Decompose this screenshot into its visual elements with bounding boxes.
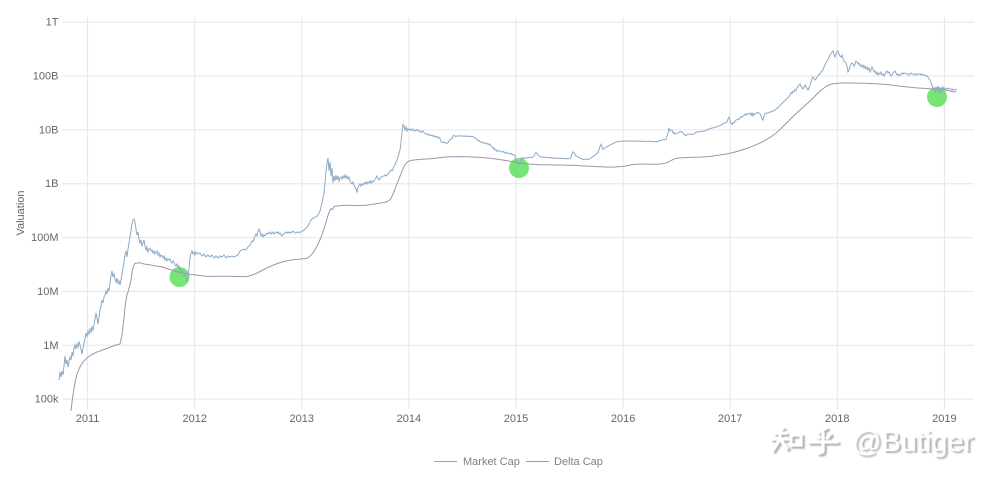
svg-text:2019: 2019: [932, 413, 956, 425]
svg-text:Delta Cap: Delta Cap: [554, 456, 603, 468]
svg-text:@Butiger: @Butiger: [852, 426, 974, 458]
svg-text:2018: 2018: [825, 413, 849, 425]
svg-text:2015: 2015: [504, 413, 528, 425]
svg-text:Valuation: Valuation: [15, 190, 27, 235]
svg-text:2011: 2011: [76, 413, 100, 425]
svg-text:10B: 10B: [39, 124, 59, 136]
svg-text:2012: 2012: [182, 413, 206, 425]
svg-text:2013: 2013: [290, 413, 314, 425]
svg-text:2014: 2014: [397, 413, 421, 425]
svg-text:1B: 1B: [45, 178, 58, 190]
svg-text:100M: 100M: [31, 232, 59, 244]
svg-text:1T: 1T: [46, 17, 59, 29]
svg-text:2016: 2016: [611, 413, 635, 425]
svg-text:1M: 1M: [43, 340, 58, 352]
svg-text:Market Cap: Market Cap: [463, 456, 520, 468]
svg-text:100B: 100B: [33, 71, 59, 83]
svg-text:@Butiger: @Butiger: [854, 428, 976, 460]
svg-text:10M: 10M: [37, 286, 58, 298]
svg-text:100k: 100k: [35, 394, 59, 406]
svg-text:2017: 2017: [718, 413, 742, 425]
